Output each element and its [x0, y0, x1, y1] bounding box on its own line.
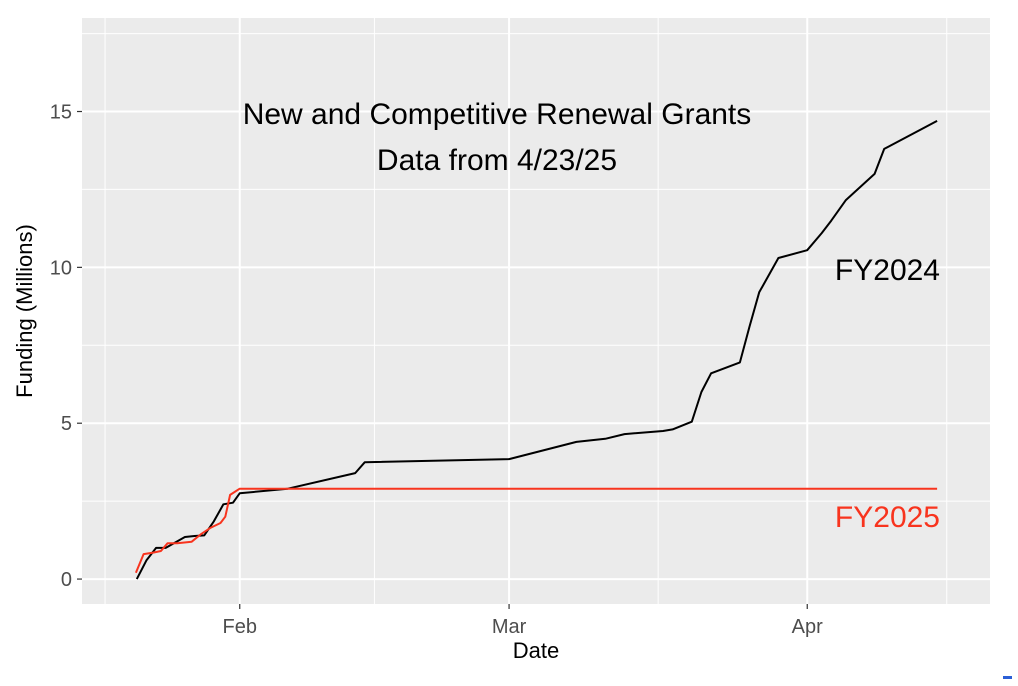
y-axis-title: Funding (Millions): [12, 224, 37, 398]
chart-subtitle: Data from 4/23/25: [377, 144, 617, 177]
series-layer: [134, 120, 938, 580]
major-grid: [82, 18, 990, 604]
plot-panel: [82, 18, 990, 604]
series-label-fy2024: FY2024: [835, 254, 940, 287]
y-tick-label: 15: [50, 102, 72, 124]
x-tick-label: Feb: [223, 616, 257, 638]
y-tick-label: 10: [50, 257, 72, 279]
tick-labels: Feb Mar Apr 0 5 10 15: [50, 102, 823, 638]
axis-ticks: [77, 110, 808, 609]
series-line-fy2025: [134, 487, 938, 574]
minor-grid: [82, 18, 990, 604]
x-axis-title: Date: [513, 638, 559, 663]
y-tick-label: 5: [61, 413, 72, 435]
chart-title: New and Competitive Renewal Grants: [243, 98, 752, 131]
series-label-fy2025: FY2025: [835, 501, 940, 534]
x-tick-label: Apr: [792, 616, 823, 638]
x-tick-label: Mar: [492, 616, 527, 638]
corner-marker: [1003, 676, 1012, 679]
y-tick-label: 0: [61, 569, 72, 591]
